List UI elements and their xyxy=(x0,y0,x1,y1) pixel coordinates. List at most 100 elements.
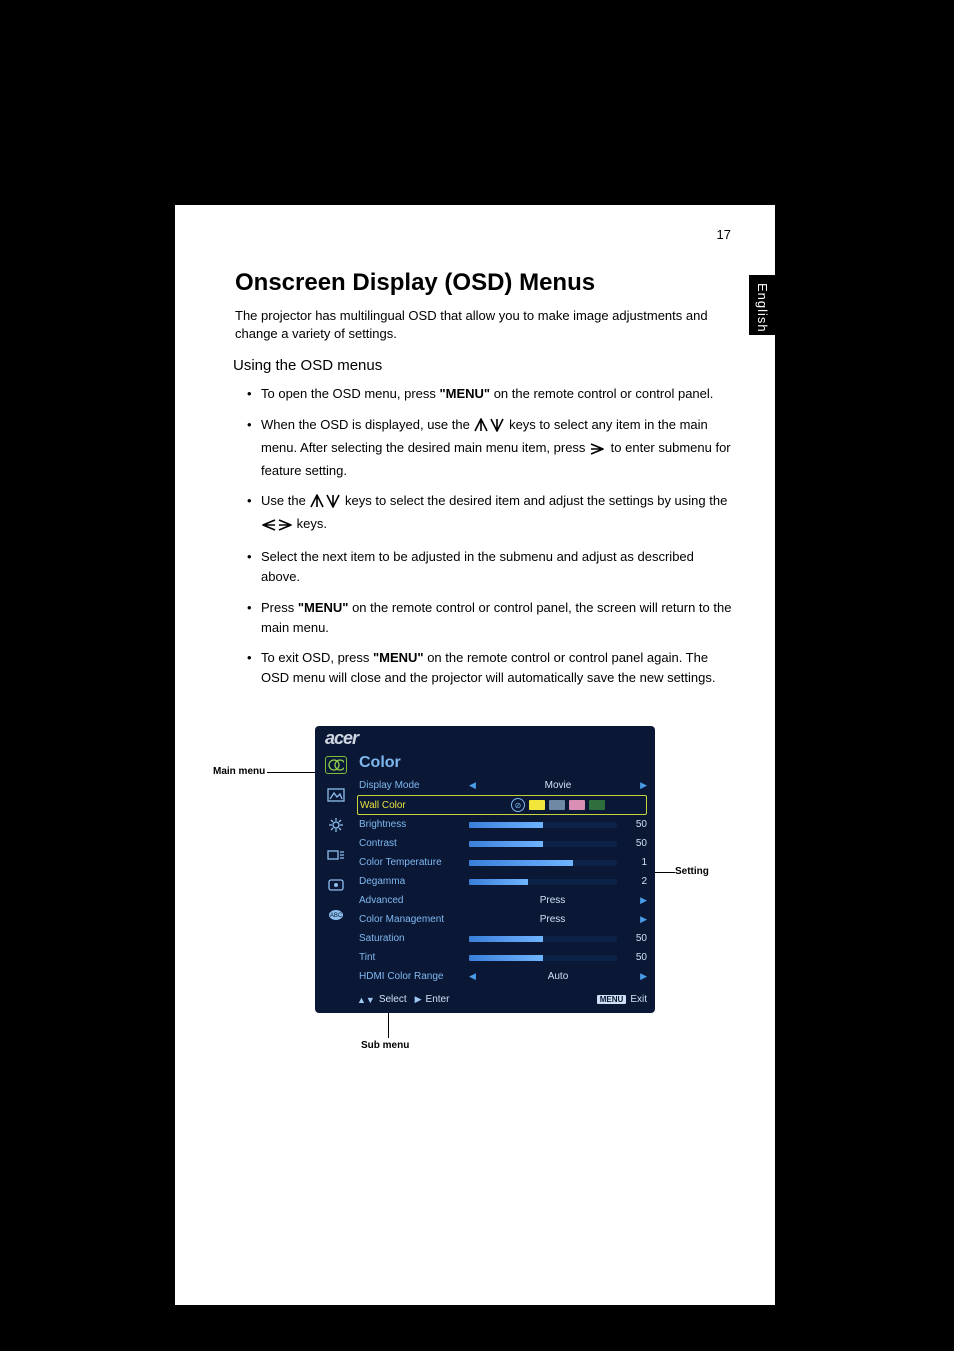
slider-track[interactable] xyxy=(469,955,617,961)
intro-text: The projector has multilingual OSD that … xyxy=(235,307,733,343)
osd-row-color-management[interactable]: Color ManagementPress ▶ xyxy=(357,910,647,929)
osd-row-saturation[interactable]: Saturation50 xyxy=(357,929,647,948)
right-key-icon xyxy=(590,441,606,461)
text: To open the OSD menu, press xyxy=(261,386,439,401)
osd-row-control[interactable]: Press▶ xyxy=(469,895,647,906)
swatch-row: ⊘ xyxy=(511,798,605,812)
osd-row-control[interactable]: 50 xyxy=(469,838,647,849)
menu-badge: MENU xyxy=(597,995,627,1004)
up-down-keys-icon xyxy=(310,494,340,514)
osd-main-menu-icons: ABC xyxy=(315,752,357,986)
osd-row-hdmi-color-range[interactable]: HDMI Color Range◀Auto▶ xyxy=(357,967,647,986)
osd-row-control[interactable]: 1 xyxy=(469,857,647,868)
text: Enter xyxy=(426,994,450,1005)
slider-track[interactable] xyxy=(469,841,617,847)
osd-row-display-mode[interactable]: Display Mode◀ Movie ▶ xyxy=(357,776,647,795)
page: 17 English Onscreen Display (OSD) Menus … xyxy=(175,205,775,1305)
osd-title: Color xyxy=(357,752,647,776)
left-right-keys-icon xyxy=(262,517,292,537)
value: Movie xyxy=(480,780,636,791)
slider-track[interactable] xyxy=(469,822,617,828)
osd-row-label: Degamma xyxy=(359,876,469,887)
osd-logo: acer xyxy=(315,726,655,752)
bullet-1: To open the OSD menu, press "MENU" on th… xyxy=(261,384,733,404)
slider-track[interactable] xyxy=(469,860,617,866)
bullet-6: To exit OSD, press "MENU" on the remote … xyxy=(261,648,733,688)
osd-row-control[interactable]: 50 xyxy=(469,933,647,944)
image-icon[interactable] xyxy=(325,786,347,804)
swatch[interactable] xyxy=(569,800,585,810)
osd-submenu: Color Display Mode◀Movie▶Wall Color⊘Brig… xyxy=(357,752,655,986)
subheading: Using the OSD menus xyxy=(233,357,733,374)
management-icon[interactable] xyxy=(325,846,347,864)
bullet-2: When the OSD is displayed, use the keys … xyxy=(261,415,733,481)
page-title: Onscreen Display (OSD) Menus xyxy=(235,269,733,297)
osd-row-label: Wall Color xyxy=(360,800,470,811)
swatch-none[interactable]: ⊘ xyxy=(511,798,525,812)
text: To exit OSD, press xyxy=(261,650,373,665)
updown-icon: ▲▼ xyxy=(357,995,375,1005)
osd-row-control[interactable]: ⊘ xyxy=(470,798,646,812)
color-icon[interactable] xyxy=(325,756,347,774)
right-arrow-icon[interactable]: ▶ xyxy=(640,971,647,982)
osd-menu: acer ABC Color Display Mode◀Movie▶Wall C… xyxy=(315,726,655,1013)
language-icon[interactable]: ABC xyxy=(325,906,347,924)
bullet-4: Select the next item to be adjusted in t… xyxy=(261,547,733,587)
osd-row-label: Color Management xyxy=(359,914,469,925)
left-arrow-icon[interactable]: ◀ xyxy=(469,971,476,982)
osd-row-label: Display Mode xyxy=(359,780,469,791)
osd-row-tint[interactable]: Tint 50 xyxy=(357,948,647,967)
osd-row-control[interactable]: 50 xyxy=(469,819,647,830)
osd-row-control[interactable]: 50 xyxy=(469,952,647,963)
osd-row-label: Advanced xyxy=(359,895,469,906)
bullet-5: Press "MENU" on the remote control or co… xyxy=(261,598,733,638)
slider-value: 50 xyxy=(625,819,647,830)
slider-track[interactable] xyxy=(469,936,617,942)
press-label: Press xyxy=(469,914,636,925)
value: Auto xyxy=(480,971,636,982)
swatch[interactable] xyxy=(549,800,565,810)
slider-value: 50 xyxy=(625,952,647,963)
osd-row-label: Contrast xyxy=(359,838,469,849)
text: When the OSD is displayed, use the xyxy=(261,417,473,432)
text: keys. xyxy=(297,516,327,531)
callout-main-menu: Main menu xyxy=(213,766,265,777)
slider-value: 50 xyxy=(625,838,647,849)
slider-value: 1 xyxy=(625,857,647,868)
osd-row-label: Tint xyxy=(359,952,469,963)
left-arrow-icon[interactable]: ◀ xyxy=(469,780,476,791)
swatch[interactable] xyxy=(589,800,605,810)
audio-icon[interactable] xyxy=(325,876,347,894)
right-arrow-icon[interactable]: ▶ xyxy=(640,914,647,925)
menu-key: "MENU" xyxy=(298,600,349,615)
osd-row-contrast[interactable]: Contrast 50 xyxy=(357,834,647,853)
osd-row-advanced[interactable]: AdvancedPress▶ xyxy=(357,891,647,910)
footer-select: ▲▼Select xyxy=(357,994,407,1005)
text: Press xyxy=(261,600,298,615)
right-arrow-icon[interactable]: ▶ xyxy=(640,895,647,906)
osd-row-wall-color[interactable]: Wall Color ⊘ xyxy=(357,795,647,815)
osd-row-control[interactable]: 2 xyxy=(469,876,647,887)
osd-row-control[interactable]: Press ▶ xyxy=(469,914,647,925)
language-tab: English xyxy=(749,275,775,335)
text: Exit xyxy=(630,994,647,1005)
callout-sub-menu: Sub menu xyxy=(361,1040,409,1051)
setting-icon[interactable] xyxy=(325,816,347,834)
slider-value: 50 xyxy=(625,933,647,944)
slider-track[interactable] xyxy=(469,879,617,885)
up-down-keys-icon xyxy=(474,418,504,438)
callout-setting: Setting xyxy=(675,866,709,877)
osd-row-label: Color Temperature xyxy=(359,857,469,868)
page-number: 17 xyxy=(717,227,731,242)
menu-key: "MENU" xyxy=(373,650,424,665)
osd-row-degamma[interactable]: Degamma2 xyxy=(357,872,647,891)
right-arrow-icon[interactable]: ▶ xyxy=(640,780,647,791)
text: on the remote control or control panel. xyxy=(490,386,713,401)
osd-row-control[interactable]: ◀ Movie ▶ xyxy=(469,780,647,791)
svg-text:ABC: ABC xyxy=(330,913,343,919)
osd-row-control[interactable]: ◀ Auto ▶ xyxy=(469,971,647,982)
swatch[interactable] xyxy=(529,800,545,810)
osd-row-color-temperature[interactable]: Color Temperature 1 xyxy=(357,853,647,872)
osd-row-brightness[interactable]: Brightness50 xyxy=(357,815,647,834)
osd-footer: ▲▼Select ▶Enter MENUExit xyxy=(315,986,655,1013)
